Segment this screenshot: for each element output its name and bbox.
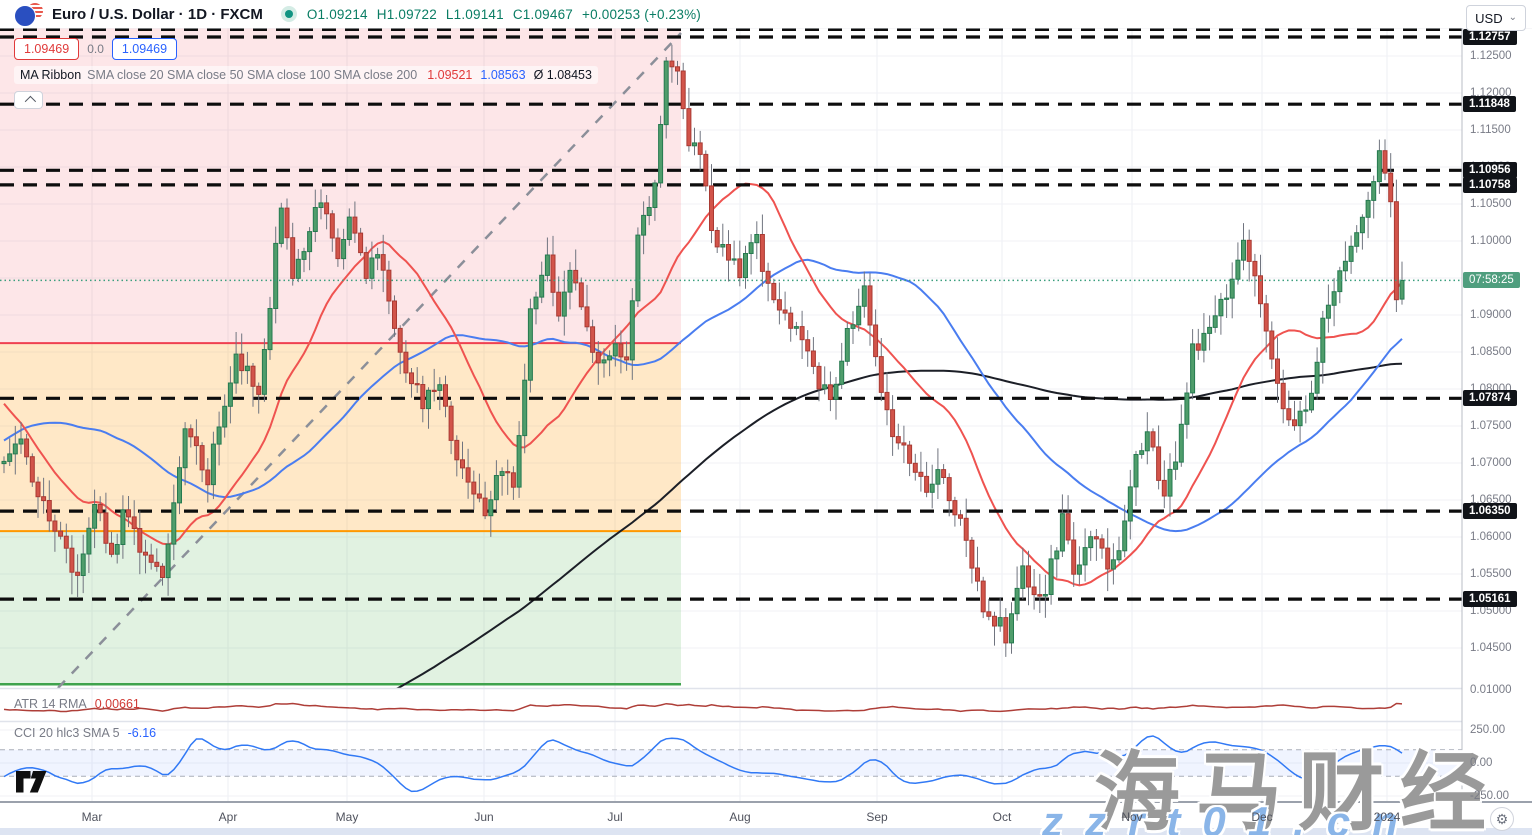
alert-price-box-blue[interactable]: 1.09469 — [111, 38, 178, 60]
cci-tick: 250.00 — [1470, 724, 1506, 736]
alert-price-box-red[interactable]: 1.09469 — [14, 38, 80, 60]
sr-level-badge[interactable]: 1.10758 — [1463, 176, 1517, 193]
price-tick: 1.04500 — [1470, 642, 1512, 654]
price-tick: 1.06000 — [1470, 531, 1512, 543]
currency-dropdown[interactable]: USD ⌄ — [1466, 5, 1526, 31]
atr-pane-legend[interactable]: ATR 14 RMA 0.00661 — [14, 697, 140, 711]
sma50-line — [3, 258, 1403, 533]
time-tick-aug: Aug — [729, 810, 751, 824]
ma-ribbon-legend[interactable]: MA Ribbon SMA close 20 SMA close 50 SMA c… — [14, 66, 598, 84]
cci-line — [3, 735, 1403, 793]
chevron-up-icon — [24, 95, 36, 108]
sma200-line — [395, 362, 1403, 689]
price-tick: 1.07000 — [1470, 457, 1512, 469]
change-value: +0.00253 (+0.23%) — [582, 6, 701, 22]
price-tick: 1.10000 — [1470, 235, 1512, 247]
currency-label: USD — [1475, 10, 1503, 26]
atr-label: ATR 14 RMA — [14, 697, 87, 711]
ribbon-title: MA Ribbon — [20, 68, 82, 82]
high-value: H1.09722 — [376, 6, 437, 22]
cci-value: -6.16 — [127, 726, 157, 740]
tradingview-logo[interactable] — [16, 771, 48, 799]
sr-level-badge[interactable]: 1.12757 — [1463, 29, 1517, 45]
bottom-toolbar-strip — [0, 828, 1532, 835]
ribbon-average-value: Ø 1.08453 — [533, 68, 592, 82]
time-tick-jun: Jun — [474, 810, 494, 824]
price-tick: 1.06500 — [1470, 494, 1512, 506]
cci-label: CCI 20 hlc3 SMA 5 — [14, 726, 120, 740]
time-tick-oct: Oct — [992, 810, 1012, 824]
time-tick-apr: Apr — [218, 810, 238, 824]
atr-tick: 0.01000 — [1470, 684, 1512, 696]
sma20-line — [3, 182, 1403, 587]
zero-offset-label: 0.0 — [87, 42, 104, 56]
zone-green — [0, 531, 681, 685]
sr-level-badge[interactable]: 1.11848 — [1463, 96, 1516, 113]
time-tick-may: May — [335, 810, 359, 824]
cci-tick: 0.00 — [1470, 757, 1493, 769]
price-tick: 1.08500 — [1470, 346, 1512, 358]
price-tick: 1.05500 — [1470, 568, 1512, 580]
watermark-chinese: 海马财经 — [1094, 745, 1502, 835]
price-tick: 1.11500 — [1470, 124, 1511, 136]
price-tick: 1.12500 — [1470, 50, 1512, 62]
time-tick-sep: Sep — [866, 810, 888, 824]
price-tick: 1.12000 — [1470, 87, 1512, 99]
cci-tick: -250.00 — [1470, 790, 1510, 802]
chart-header: Euro / U.S. Dollar · 1D · FXCM O1.09214 H… — [0, 0, 1532, 28]
watermark-site: zzrt01.cn — [1042, 798, 1420, 835]
price-tick: 1.05000 — [1470, 605, 1512, 617]
low-value: L1.09141 — [445, 6, 504, 22]
price-tick: 1.10500 — [1470, 198, 1512, 210]
sr-level-badge[interactable]: 1.05161 — [1463, 591, 1517, 608]
bar-countdown-badge[interactable]: 07:58:25 — [1463, 272, 1520, 289]
sr-level-badge[interactable]: 1.10956 — [1463, 162, 1517, 179]
axis-settings-gear-icon[interactable]: ⚙ — [1490, 807, 1514, 831]
cci-pane-legend[interactable]: CCI 20 hlc3 SMA 5 -6.16 — [14, 726, 156, 740]
atr-value: 0.00661 — [94, 697, 140, 711]
price-line-labels: 1.09469 0.0 1.09469 — [14, 38, 178, 60]
ribbon-sma20-value: 1.09521 — [427, 68, 473, 82]
price-tick: 1.07500 — [1470, 420, 1512, 432]
candles — [1, 44, 1405, 657]
eu-flag-icon — [14, 5, 36, 27]
sr-level-badge[interactable]: 1.06350 — [1463, 503, 1517, 520]
open-value: O1.09214 — [306, 6, 368, 22]
chevron-down-icon: ⌄ — [1508, 12, 1517, 23]
ohlc-values: O1.09214 H1.09722 L1.09141 C1.09467 +0.00253… — [307, 7, 710, 22]
eur-usd-flag-icon — [12, 2, 48, 27]
close-value: C1.09467 — [512, 6, 573, 22]
symbol-title[interactable]: Euro / U.S. Dollar · 1D · FXCM — [52, 5, 263, 23]
time-tick-mar: Mar — [81, 810, 103, 824]
time-tick-dec: Dec — [1251, 810, 1273, 824]
price-tick: 1.09000 — [1470, 309, 1512, 321]
time-tick-jul: Jul — [607, 810, 623, 824]
sr-level-badge[interactable]: 1.07874 — [1463, 390, 1517, 407]
ribbon-sma50-value: 1.08563 — [480, 68, 526, 82]
time-tick-nov: Nov — [1121, 810, 1143, 824]
collapse-legend-button[interactable] — [14, 91, 43, 109]
atr-line — [3, 702, 1403, 713]
time-tick-2024: 2024 — [1373, 810, 1401, 824]
market-status-icon[interactable] — [280, 6, 297, 22]
ribbon-params: SMA close 20 SMA close 50 SMA close 100 … — [87, 68, 418, 82]
